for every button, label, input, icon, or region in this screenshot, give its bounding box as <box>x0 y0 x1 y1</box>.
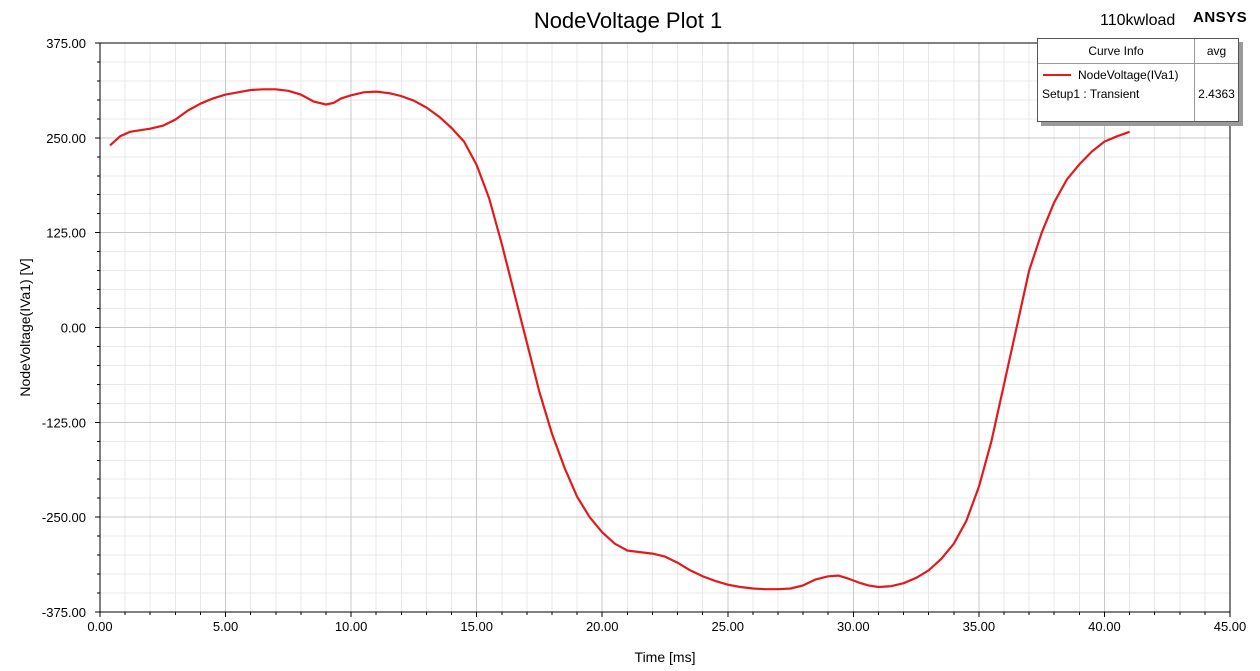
y-tick-label: 0.00 <box>61 321 86 336</box>
x-tick-label: 20.00 <box>586 619 619 634</box>
x-tick-label: 25.00 <box>712 619 745 634</box>
legend-stat-label: avg <box>1206 44 1227 58</box>
y-tick-label: -125.00 <box>42 415 86 430</box>
design-name: 110kwload <box>1100 12 1176 29</box>
x-axis-label: Time [ms] <box>635 649 696 665</box>
y-axis-label: NodeVoltage(IVa1) [V] <box>17 258 33 396</box>
legend-header <box>1038 39 1238 64</box>
y-axis: 375.00 250.00 125.00 0.00 -125.00 -250.00 -375… <box>42 36 100 620</box>
legend-avg-value: 2.4363 <box>1198 87 1235 101</box>
series-line-nodevoltage[interactable] <box>109 88 1130 591</box>
x-tick-label: 35.00 <box>963 619 996 634</box>
x-tick-label: 0.00 <box>87 619 112 634</box>
legend-swatch <box>1043 74 1071 76</box>
x-tick-label: 45.00 <box>1214 619 1247 634</box>
brand-logo: ANSYS <box>1193 9 1248 26</box>
x-tick-label: 40.00 <box>1088 619 1121 634</box>
legend-setup-label: Setup1 : Transient <box>1042 87 1140 101</box>
x-tick-label: 15.00 <box>460 619 493 634</box>
y-tick-label: -375.00 <box>42 605 86 620</box>
plot-title: NodeVoltage Plot 1 <box>533 8 723 33</box>
major-grid <box>99 42 1231 613</box>
y-tick-label: 250.00 <box>46 131 86 146</box>
curve-info-legend[interactable]: Curve Info avg NodeVoltage(IVa1) Setup1 … <box>1037 38 1239 122</box>
x-axis: 0.00 5.00 10.00 15.00 20.00 25.00 30.00 35.00 40… <box>87 612 1246 634</box>
y-tick-label: -250.00 <box>42 510 86 525</box>
x-tick-label: 10.00 <box>335 619 368 634</box>
y-tick-label: 125.00 <box>46 226 86 241</box>
x-tick-label: 30.00 <box>837 619 870 634</box>
legend-curve-name[interactable]: NodeVoltage(IVa1) <box>1078 68 1179 82</box>
x-tick-label: 5.00 <box>213 619 238 634</box>
y-tick-label: 375.00 <box>46 36 86 51</box>
legend-divider <box>1194 39 1195 121</box>
legend-header-label: Curve Info <box>1088 44 1144 58</box>
